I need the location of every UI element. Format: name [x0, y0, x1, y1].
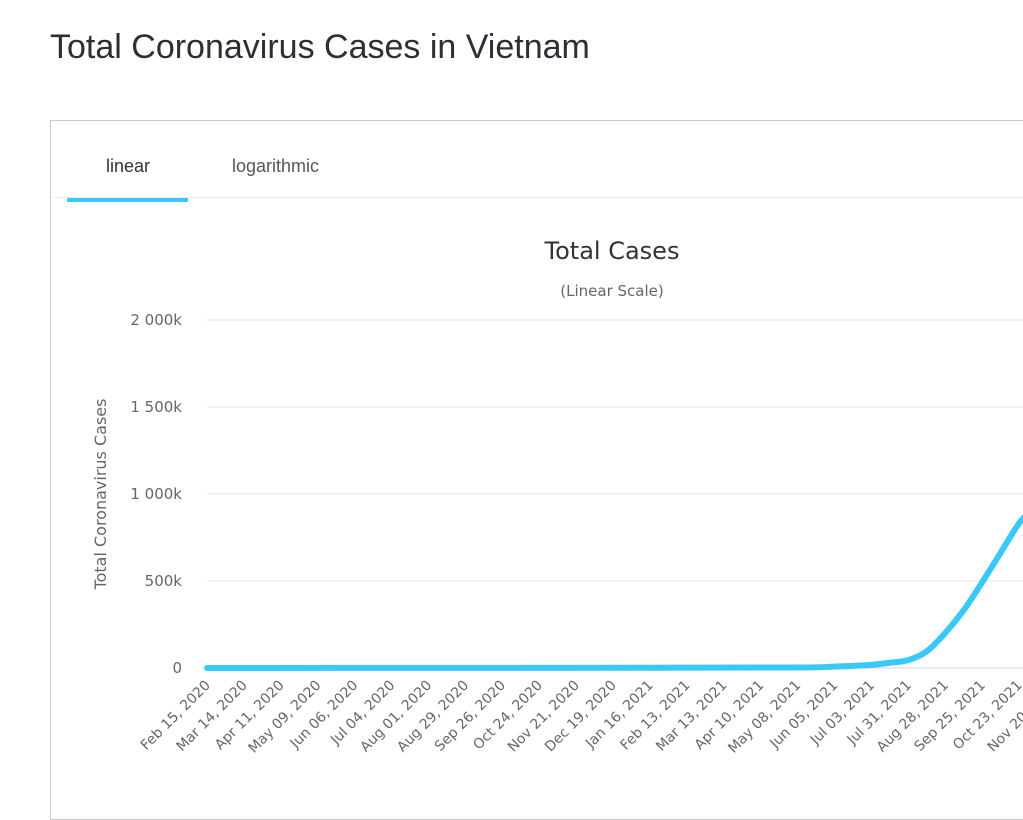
data-point — [889, 662, 891, 664]
series-line-total-cases — [204, 514, 1023, 671]
data-point — [427, 667, 429, 669]
chart: Total Cases (Linear Scale) Total Coronav… — [91, 237, 1023, 757]
chart-title: Total Cases — [544, 237, 680, 265]
y-tick-label: 2 000k — [130, 311, 182, 329]
y-tick-label: 1 000k — [130, 485, 182, 503]
data-point — [981, 582, 983, 584]
data-point — [926, 650, 928, 652]
data-point — [1018, 523, 1020, 525]
active-tab-indicator — [67, 198, 188, 202]
data-point — [649, 667, 651, 669]
data-point — [962, 610, 964, 612]
tab-logarithmic[interactable]: logarithmic — [232, 156, 320, 176]
data-point — [907, 659, 909, 661]
y-tick-label: 500k — [145, 572, 183, 590]
y-tick-label: 0 — [172, 659, 182, 677]
y-axis-label: Total Coronavirus Cases — [91, 399, 110, 591]
page-title: Total Coronavirus Cases in Vietnam — [50, 28, 590, 66]
data-point — [833, 666, 835, 668]
data-point — [796, 666, 798, 668]
chart-subtitle: (Linear Scale) — [560, 282, 663, 300]
data-point — [944, 632, 946, 634]
data-point — [999, 552, 1001, 554]
data-point — [870, 664, 872, 666]
tab-linear[interactable]: linear — [106, 156, 151, 176]
y-tick-label: 1 500k — [130, 398, 182, 416]
tab-divider — [51, 197, 1023, 198]
data-point — [206, 667, 208, 669]
